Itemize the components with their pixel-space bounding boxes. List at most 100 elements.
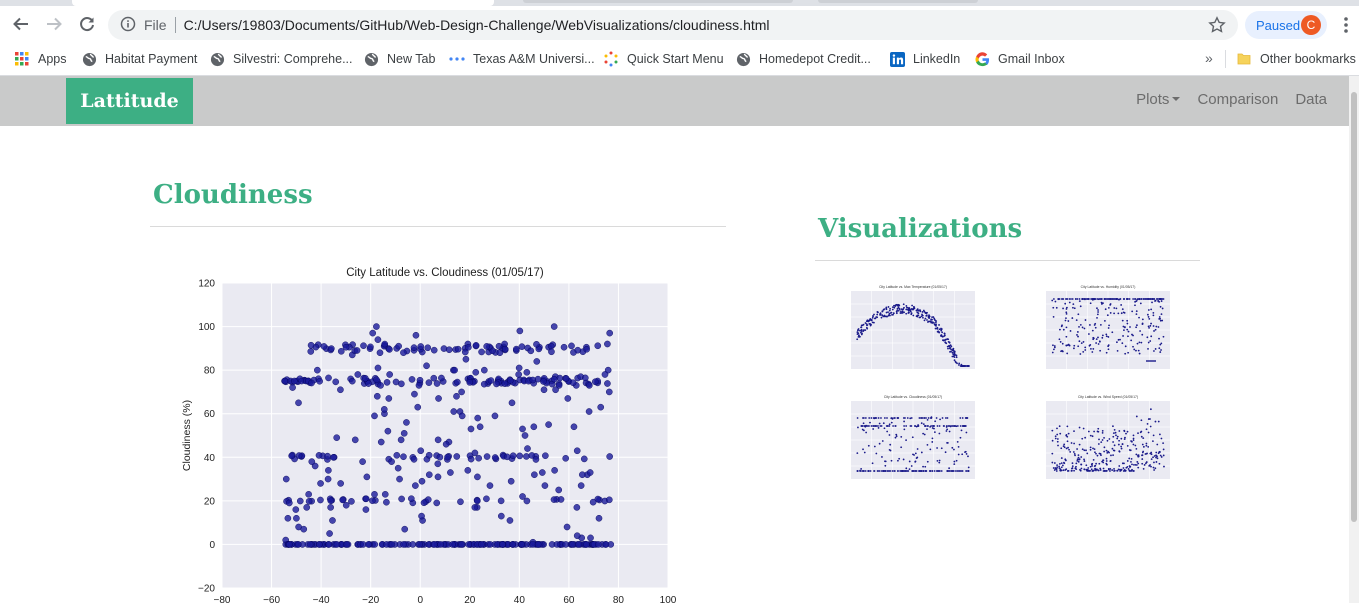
thumb-point	[909, 310, 912, 313]
thumb-point	[1142, 468, 1145, 470]
url-text[interactable]: C:/Users/19803/Documents/GitHub/Web-Desi…	[183, 17, 770, 33]
folder-icon	[1236, 51, 1252, 67]
thumb-point	[1072, 306, 1074, 309]
data-point	[550, 496, 558, 503]
thumb-point	[1074, 467, 1077, 470]
data-point	[383, 498, 390, 506]
thumb-point	[922, 432, 925, 435]
thumb-point	[880, 425, 883, 427]
globe-icon	[363, 51, 379, 67]
data-point	[339, 496, 346, 504]
thumb-point	[1073, 430, 1075, 432]
thumb-point	[938, 324, 940, 326]
reload-icon[interactable]	[75, 12, 99, 36]
thumb-point	[917, 309, 920, 312]
data-point	[560, 343, 568, 351]
inactive-tab[interactable]	[523, 0, 793, 3]
thumb-point	[1147, 347, 1149, 350]
nav-data[interactable]: Data	[1295, 91, 1327, 108]
address-bar[interactable]: File C:/Users/19803/Documents/GitHub/Web…	[108, 10, 1238, 40]
back-icon[interactable]	[9, 12, 33, 36]
thumb-point	[914, 452, 917, 455]
thumb-point	[1109, 312, 1112, 314]
thumb-point	[1059, 328, 1061, 331]
bookmark-new-tab[interactable]: New Tab	[363, 51, 435, 67]
thumb-point	[1126, 430, 1129, 433]
thumb-point	[1076, 458, 1079, 461]
thumb-point	[1073, 347, 1075, 350]
thumb-point	[1141, 333, 1144, 336]
visualizations-title: Visualizations	[818, 214, 1023, 244]
thumb-point	[1083, 449, 1086, 452]
thumb-point	[1127, 330, 1130, 333]
thumb-point	[908, 468, 911, 471]
scrollbar-thumb[interactable]	[1351, 92, 1357, 522]
temperature-thumbnail[interactable]: City Latitude vs. Max Temperature (01/05…	[835, 281, 980, 386]
thumb-point	[929, 470, 932, 472]
thumb-point	[1107, 306, 1110, 309]
bookmark-texas-am[interactable]: Texas A&M Universi...	[449, 51, 595, 67]
avatar: C	[1301, 15, 1321, 35]
data-point	[509, 452, 517, 460]
thumb-point	[1137, 462, 1140, 465]
nav-plots-dropdown[interactable]: Plots	[1119, 91, 1181, 108]
bookmark-habitat-payment[interactable]: Habitat Payment	[81, 51, 197, 67]
thumb-point	[960, 429, 963, 432]
thumb-point	[1124, 436, 1126, 439]
bookmark-apps[interactable]: Apps	[14, 51, 67, 67]
thumb-point	[930, 318, 933, 321]
bookmark-linkedin[interactable]: LinkedIn	[889, 51, 960, 67]
bookmark-quick-start[interactable]: Quick Start Menu	[603, 51, 724, 67]
thumb-point	[1096, 430, 1099, 433]
thumb-point	[965, 453, 968, 455]
wind-speed-thumbnail[interactable]: City Latitude vs. Wind Speed (01/05/17)	[1030, 391, 1175, 496]
thumb-point	[936, 470, 938, 472]
data-point	[508, 399, 516, 407]
bookmark-gmail[interactable]: Gmail Inbox	[974, 51, 1065, 67]
data-point	[434, 473, 442, 481]
active-tab[interactable]	[72, 0, 494, 6]
info-icon[interactable]	[120, 16, 136, 35]
thumb-point	[945, 338, 947, 341]
nav-comparison[interactable]: Comparison	[1197, 91, 1279, 108]
thumb-point	[1092, 298, 1095, 300]
bookmark-silvestri[interactable]: Silvestri: Comprehe...	[209, 51, 352, 67]
thumb-point	[950, 425, 952, 427]
cloudiness-thumbnail[interactable]: City Latitude vs. Cloudiness (01/05/17)	[835, 391, 980, 496]
forward-icon[interactable]	[42, 12, 66, 36]
data-point	[530, 423, 538, 431]
thumb-point	[1116, 437, 1119, 440]
data-point	[601, 371, 609, 378]
thumb-point	[932, 316, 935, 318]
thumb-point	[1058, 338, 1061, 341]
bookmark-homedepot[interactable]: Homedepot Credit...	[735, 51, 871, 67]
data-point	[314, 366, 321, 374]
menu-dots-icon[interactable]	[1338, 16, 1354, 34]
humidity-thumbnail[interactable]: City Latitude vs. Humidity (01/05/17)	[1030, 281, 1175, 386]
thumb-point	[1152, 325, 1155, 327]
data-point	[503, 453, 511, 461]
thumb-point	[1084, 298, 1087, 300]
other-bookmarks[interactable]: Other bookmarks	[1236, 51, 1356, 67]
thumb-point	[940, 470, 943, 472]
thumb-point	[1128, 449, 1131, 451]
bookmark-star-icon[interactable]	[1208, 16, 1226, 37]
thumb-point	[1097, 309, 1099, 311]
thumb-point	[1099, 469, 1102, 471]
data-point	[540, 386, 548, 394]
thumb-point	[1078, 298, 1081, 300]
inactive-tab[interactable]	[818, 0, 978, 3]
thumb-point	[968, 365, 970, 367]
thumb-point	[1052, 467, 1055, 469]
more-bookmarks-chevron-icon[interactable]: »	[1205, 50, 1213, 66]
brand-logo[interactable]: Lattitude	[66, 78, 193, 124]
thumb-point	[1158, 318, 1161, 320]
page-scrollbar[interactable]	[1349, 76, 1359, 603]
data-point	[425, 471, 433, 479]
data-point	[367, 343, 374, 351]
thumb-point	[931, 437, 934, 440]
bookmark-label: Apps	[38, 52, 67, 66]
thumb-point	[1159, 343, 1162, 346]
profile-paused-button[interactable]: Paused C	[1245, 11, 1327, 39]
thumb-point	[1073, 469, 1075, 472]
